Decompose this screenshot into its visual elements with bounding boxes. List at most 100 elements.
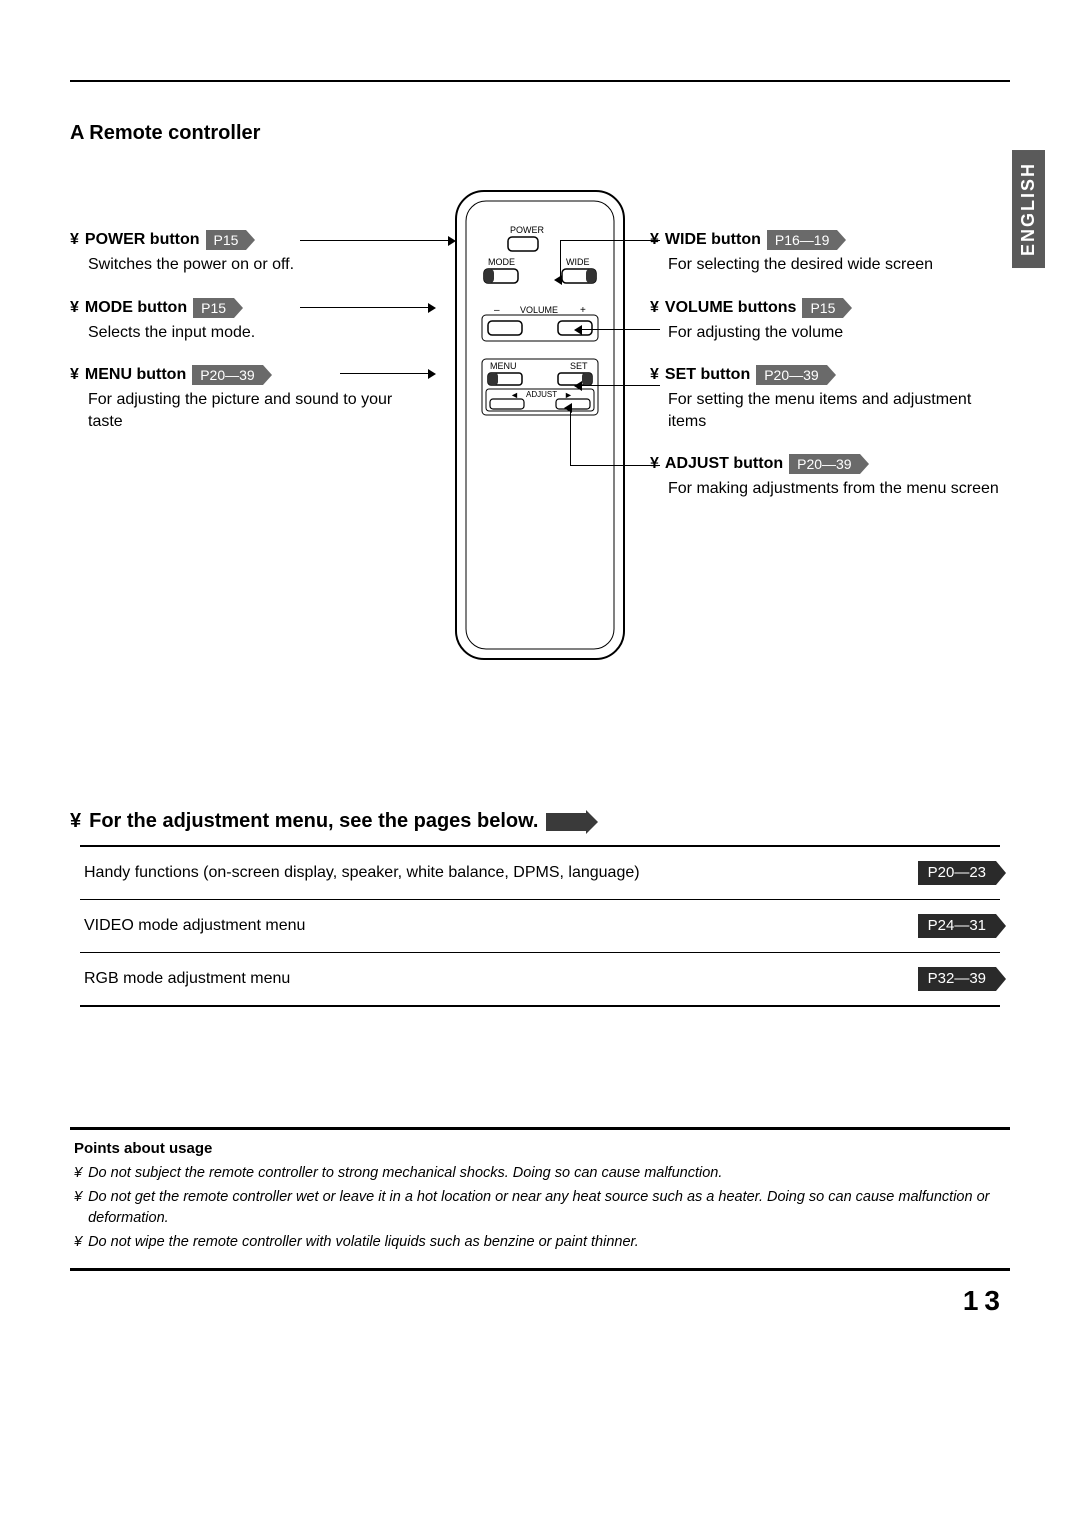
callout-label: MODE button xyxy=(85,299,187,317)
callout-wide: ¥ WIDE button P16—19 For selecting the d… xyxy=(650,230,1010,276)
table-row: VIDEO mode adjustment menu P24—31 xyxy=(80,900,1000,953)
page-ref: P20—39 xyxy=(789,454,859,474)
remote-illustration: POWER MODE WIDE VOLUME – + MENU SET xyxy=(450,185,630,670)
label-volume: VOLUME xyxy=(520,305,558,315)
callout-set: ¥ SET button P20—39 For setting the menu… xyxy=(650,365,1010,432)
label-wide: WIDE xyxy=(566,257,590,267)
bullet-icon: ¥ xyxy=(74,1163,82,1183)
page-ref: P20—23 xyxy=(918,861,996,885)
adjustment-heading-row: ¥ For the adjustment menu, see the pages… xyxy=(70,810,1010,833)
callout-label: POWER button xyxy=(85,231,200,249)
label-menu: MENU xyxy=(490,361,517,371)
points-text: Do not get the remote controller wet or … xyxy=(88,1187,1006,1228)
page-ref: P15 xyxy=(193,298,234,318)
arrow-icon xyxy=(448,236,456,246)
btn-adj-right xyxy=(556,399,590,409)
points-text: Do not wipe the remote controller with v… xyxy=(88,1232,639,1252)
arrow-icon xyxy=(554,275,562,285)
btn-vol-down xyxy=(488,321,522,335)
callout-label: WIDE button xyxy=(665,231,761,249)
bullet-icon: ¥ xyxy=(70,299,79,317)
right-callouts: ¥ WIDE button P16—19 For selecting the d… xyxy=(650,185,1010,522)
arrow-icon xyxy=(574,325,582,335)
bullet-icon: ¥ xyxy=(650,299,659,317)
lead-line xyxy=(300,307,430,308)
callout-adjust: ¥ ADJUST button P20—39 For making adjust… xyxy=(650,454,1010,500)
row-text: Handy functions (on-screen display, spea… xyxy=(84,864,640,882)
callout-desc: For adjusting the volume xyxy=(668,322,1010,344)
callout-desc: Switches the power on or off. xyxy=(88,254,430,276)
lead-line xyxy=(580,329,660,330)
points-line: ¥ Do not subject the remote controller t… xyxy=(74,1163,1006,1183)
lead-line xyxy=(560,240,660,241)
page-ref: P20—39 xyxy=(756,365,826,385)
page-ref: P32—39 xyxy=(918,967,996,991)
arrow-solid-icon xyxy=(546,813,586,831)
page-number: 13 xyxy=(70,1285,1010,1317)
bullet-icon: ¥ xyxy=(70,231,79,249)
points-text: Do not subject the remote controller to … xyxy=(88,1163,722,1183)
btn-adj-left xyxy=(490,399,524,409)
callout-desc: For adjusting the picture and sound to y… xyxy=(88,389,430,432)
adjustment-heading: For the adjustment menu, see the pages b… xyxy=(89,810,538,833)
page-ref: P15 xyxy=(802,298,843,318)
label-vol-minus: – xyxy=(494,305,500,316)
page-ref: P20—39 xyxy=(192,365,262,385)
label-set: SET xyxy=(570,361,588,371)
adjustment-table: Handy functions (on-screen display, spea… xyxy=(80,845,1000,1007)
arrow-icon xyxy=(574,381,582,391)
bullet-icon: ¥ xyxy=(74,1187,82,1228)
points-line: ¥ Do not get the remote controller wet o… xyxy=(74,1187,1006,1228)
diagram-area: ¥ POWER button P15 Switches the power on… xyxy=(70,185,1010,670)
page-ref: P16—19 xyxy=(767,230,837,250)
section-title: A Remote controller xyxy=(70,122,1010,145)
label-adjust: ADJUST xyxy=(526,390,557,399)
remote-svg: POWER MODE WIDE VOLUME – + MENU SET xyxy=(450,185,630,665)
points-box: Points about usage ¥ Do not subject the … xyxy=(70,1127,1010,1271)
bullet-icon: ¥ xyxy=(70,366,79,384)
lead-line xyxy=(300,240,450,241)
callout-label: ADJUST button xyxy=(665,455,783,473)
callout-desc: Selects the input mode. xyxy=(88,322,430,344)
bullet-icon: ¥ xyxy=(74,1232,82,1252)
arrow-icon xyxy=(564,403,572,413)
points-line: ¥ Do not wipe the remote controller with… xyxy=(74,1232,1006,1252)
callout-menu: ¥ MENU button P20—39 For adjusting the p… xyxy=(70,365,430,432)
arrow-icon xyxy=(428,303,436,313)
table-row: RGB mode adjustment menu P32—39 xyxy=(80,953,1000,1005)
arrow-icon xyxy=(428,369,436,379)
row-text: RGB mode adjustment menu xyxy=(84,970,290,988)
callout-volume: ¥ VOLUME buttons P15 For adjusting the v… xyxy=(650,298,1010,344)
bullet-icon: ¥ xyxy=(650,366,659,384)
lead-line xyxy=(570,407,571,465)
page-ref: P24—31 xyxy=(918,914,996,938)
btn-menu-accent xyxy=(488,373,498,385)
callout-label: MENU button xyxy=(85,366,186,384)
row-text: VIDEO mode adjustment menu xyxy=(84,917,305,935)
btn-wide-accent xyxy=(586,269,596,283)
callout-power: ¥ POWER button P15 Switches the power on… xyxy=(70,230,430,276)
lead-line xyxy=(580,385,660,386)
callout-label: VOLUME buttons xyxy=(665,299,797,317)
top-rule xyxy=(70,80,1010,82)
callout-desc: For selecting the desired wide screen xyxy=(668,254,1010,276)
points-title: Points about usage xyxy=(74,1140,1006,1157)
language-tab: ENGLISH xyxy=(1012,150,1045,268)
lead-line xyxy=(340,373,430,374)
lead-line xyxy=(560,240,561,280)
label-mode: MODE xyxy=(488,257,515,267)
btn-set-accent xyxy=(582,373,592,385)
btn-power xyxy=(508,237,538,251)
label-power: POWER xyxy=(510,225,545,235)
callout-desc: For making adjustments from the menu scr… xyxy=(668,478,1010,500)
bullet-icon: ¥ xyxy=(70,810,81,833)
btn-mode-accent xyxy=(484,269,494,283)
label-vol-plus: + xyxy=(580,305,586,316)
table-row: Handy functions (on-screen display, spea… xyxy=(80,847,1000,900)
callout-label: SET button xyxy=(665,366,750,384)
callout-mode: ¥ MODE button P15 Selects the input mode… xyxy=(70,298,430,344)
left-callouts: ¥ POWER button P15 Switches the power on… xyxy=(70,185,430,454)
lead-line xyxy=(570,465,660,466)
manual-page: A Remote controller ENGLISH ¥ POWER butt… xyxy=(0,0,1080,1357)
page-ref: P15 xyxy=(206,230,247,250)
